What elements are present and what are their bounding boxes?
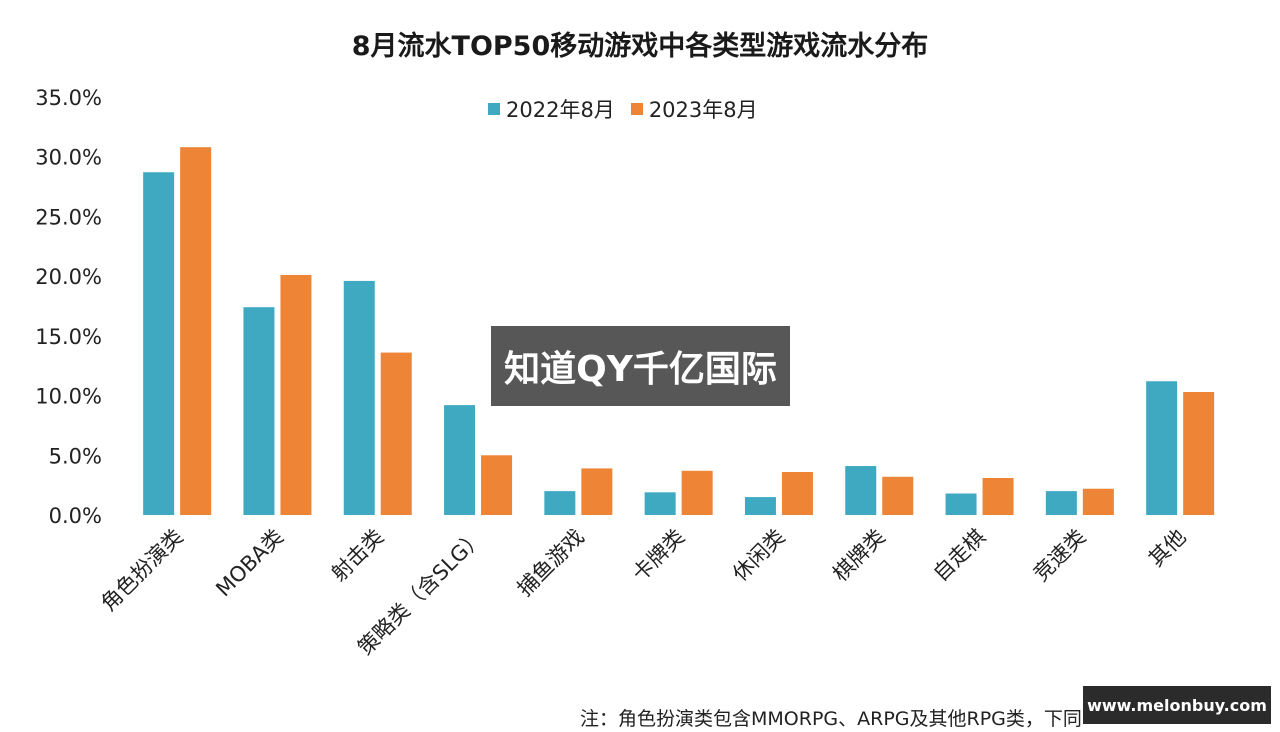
- y-tick-label: 5.0%: [49, 444, 102, 468]
- chart-title: 8月流水TOP50移动游戏中各类型游戏流水分布: [351, 31, 929, 62]
- x-category-label: 自走棋: [929, 525, 991, 587]
- y-tick-label: 0.0%: [49, 504, 102, 528]
- bar-2023: [882, 476, 914, 515]
- bar-2023: [781, 472, 813, 515]
- bar-2023: [380, 352, 412, 515]
- y-tick-label: 35.0%: [35, 86, 102, 110]
- watermark-overlay: 知道QY千亿国际: [491, 326, 790, 406]
- bar-2022: [1146, 381, 1178, 515]
- x-category-label: 捕鱼游戏: [513, 525, 589, 601]
- legend-item-2023: 2023年8月: [630, 94, 758, 124]
- chart-legend: 2022年8月 2023年8月: [488, 94, 758, 124]
- bar-2023: [481, 455, 513, 515]
- bar-2022: [945, 493, 977, 515]
- bar-2023: [1183, 391, 1215, 515]
- bar-2022: [343, 280, 375, 515]
- y-tick-label: 30.0%: [35, 146, 102, 170]
- y-tick-label: 15.0%: [35, 325, 102, 349]
- x-category-label: 卡牌类: [628, 525, 690, 587]
- bar-2022: [1045, 491, 1077, 515]
- bar-2023: [1082, 488, 1114, 515]
- bar-2022: [644, 492, 676, 515]
- y-tick-label: 20.0%: [35, 265, 102, 289]
- bar-2022: [845, 466, 877, 515]
- legend-item-2022: 2022年8月: [488, 94, 615, 124]
- legend-label-2022: 2022年8月: [506, 98, 615, 122]
- legend-label-2023: 2023年8月: [648, 98, 758, 122]
- x-category-label: MOBA类: [211, 525, 288, 602]
- bar-2023: [681, 470, 713, 515]
- bar-2022: [243, 307, 275, 515]
- x-category-label: 竞速类: [1029, 525, 1091, 587]
- x-category-label: 角色扮演类: [96, 525, 187, 616]
- legend-swatch-2022: [488, 103, 500, 115]
- bar-2023: [581, 468, 613, 515]
- site-badge: www.melonbuy.com: [1083, 686, 1271, 724]
- legend-swatch-2023: [630, 103, 643, 115]
- bar-2022: [544, 491, 576, 515]
- bar-2022: [444, 405, 476, 515]
- x-category-label: 休闲类: [728, 525, 790, 587]
- x-category-label: 其他: [1144, 525, 1191, 572]
- y-tick-label: 10.0%: [35, 385, 102, 409]
- bar-2022: [744, 497, 776, 515]
- x-category-label: 棋牌类: [828, 525, 890, 587]
- bar-2023: [280, 274, 312, 515]
- bar-2022: [143, 172, 175, 516]
- bar-2023: [180, 147, 212, 515]
- x-category-label: 射击类: [327, 525, 389, 587]
- y-tick-label: 25.0%: [35, 205, 102, 229]
- footnote: 注：角色扮演类包含MMORPG、ARPG及其他RPG类，下同: [580, 708, 1082, 730]
- bar-2023: [982, 477, 1014, 515]
